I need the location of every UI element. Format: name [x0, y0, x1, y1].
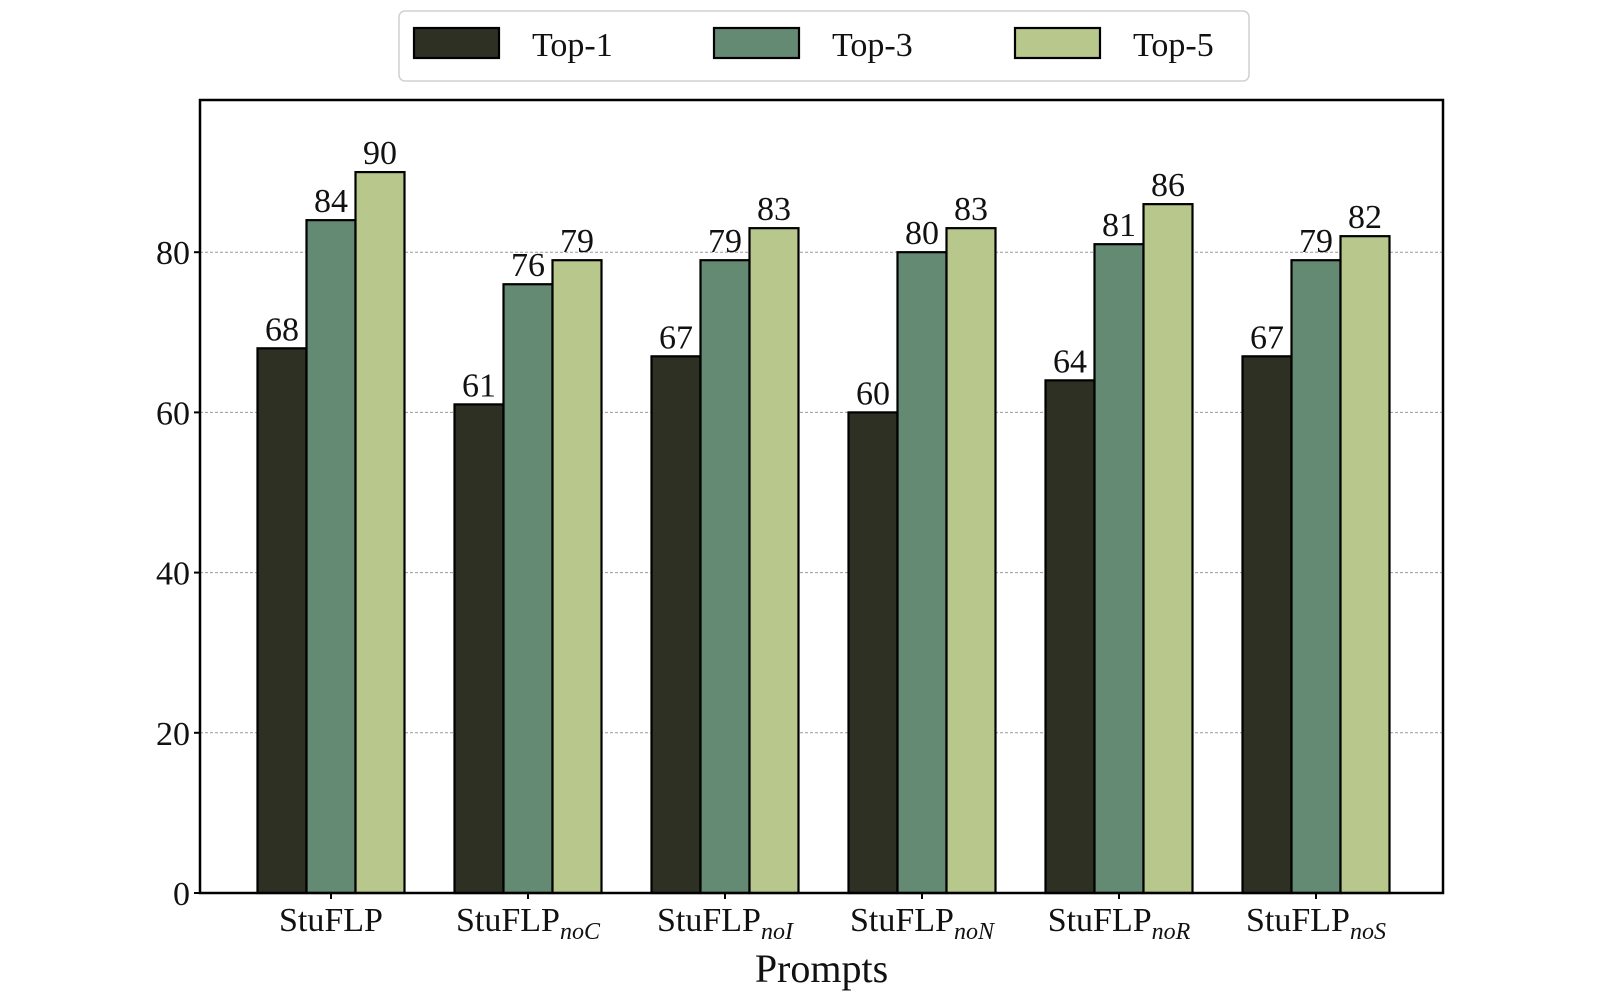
data-label: 79 — [560, 223, 594, 260]
bar-top-5-0 — [354, 170, 406, 895]
legend-swatch — [412, 26, 501, 60]
bar-top-3-0 — [305, 219, 357, 895]
plot-frame — [198, 98, 1445, 895]
bar-top-1-3 — [847, 411, 899, 895]
x-axis-ticks: StuFLP StuFLPnoC StuFLPnoI StuFLPnoN StuFLPn… — [279, 893, 1386, 945]
bar-top-3-1 — [502, 283, 554, 895]
bar-top-5-5 — [1339, 235, 1391, 895]
bar-top-1-4 — [1044, 379, 1096, 895]
bar-top-3-4 — [1093, 243, 1145, 895]
bar-top-1-2 — [650, 355, 702, 895]
data-label: 82 — [1348, 199, 1382, 236]
bar-top-5-3 — [945, 227, 997, 895]
data-label: 80 — [905, 215, 939, 252]
data-label: 64 — [1053, 343, 1087, 380]
grid-lines — [200, 251, 1443, 734]
data-label: 84 — [314, 183, 348, 220]
x-tick-label: StuFLPnoI — [657, 902, 794, 945]
x-tick-label: StuFLPnoN — [850, 902, 996, 945]
data-label: 83 — [757, 191, 791, 228]
data-label: 79 — [708, 223, 742, 260]
data-label: 83 — [954, 191, 988, 228]
x-axis-title: Prompts — [755, 946, 888, 991]
value-labels: 68 84 90 61 76 79 67 79 83 60 80 83 64 81 86 67 79 82 — [265, 135, 1382, 412]
bar-top-3-5 — [1290, 259, 1342, 895]
data-label: 76 — [511, 247, 545, 284]
legend-label: Top-5 — [1133, 27, 1214, 64]
legend-swatch — [712, 26, 801, 60]
x-tick-label: StuFLP — [279, 902, 383, 939]
x-tick-label: StuFLPnoC — [456, 902, 601, 945]
legend: Top-1 Top-3 Top-5 — [398, 10, 1250, 82]
legend-label: Top-3 — [832, 27, 913, 64]
bar-top-5-4 — [1142, 203, 1194, 895]
bar-group — [256, 170, 1391, 895]
bar-top-5-1 — [551, 259, 603, 895]
y-tick-label: 60 — [156, 395, 190, 432]
bar-top-1-0 — [256, 347, 308, 895]
data-label: 86 — [1151, 167, 1185, 204]
bar-top-1-1 — [453, 403, 505, 895]
legend-label: Top-1 — [532, 27, 613, 64]
data-label: 60 — [856, 375, 890, 412]
legend-box — [398, 10, 1250, 82]
data-label: 67 — [659, 319, 693, 356]
legend-swatch — [1013, 26, 1102, 60]
bar-top-3-2 — [699, 259, 751, 895]
data-label: 79 — [1299, 223, 1333, 260]
bar-top-3-3 — [896, 251, 948, 895]
data-label: 67 — [1250, 319, 1284, 356]
y-tick-label: 20 — [156, 716, 190, 753]
data-label: 61 — [462, 367, 496, 404]
data-label: 90 — [363, 135, 397, 172]
y-axis-ticks: 0 20 40 60 80 — [156, 235, 200, 913]
y-tick-label: 80 — [156, 235, 190, 272]
data-label: 68 — [265, 311, 299, 348]
bar-top-5-2 — [748, 227, 800, 895]
y-tick-label: 0 — [173, 876, 190, 913]
x-tick-label: StuFLPnoR — [1048, 902, 1191, 945]
x-tick-label: StuFLPnoS — [1246, 902, 1386, 945]
data-label: 81 — [1102, 207, 1136, 244]
bar-top-1-5 — [1241, 355, 1293, 895]
y-tick-label: 40 — [156, 556, 190, 593]
